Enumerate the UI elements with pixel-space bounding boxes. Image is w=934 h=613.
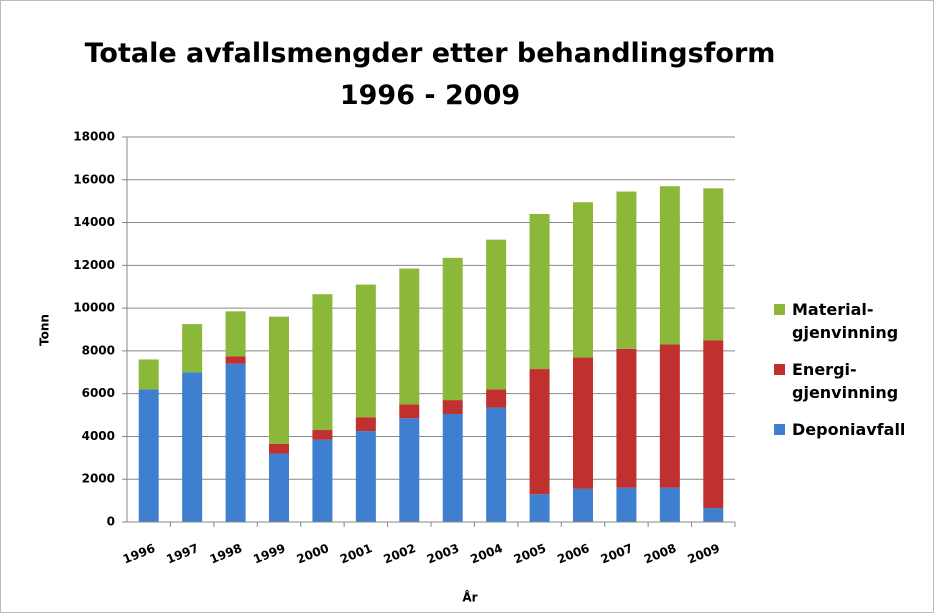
legend: Material- gjenvinning Energi- gjenvinning… — [770, 298, 905, 455]
bar-segment — [703, 508, 724, 522]
y-axis-label: Tonn — [38, 314, 52, 346]
bar-segment — [312, 294, 333, 431]
y-tick-label: 14000 — [73, 215, 115, 229]
y-tick-label: 4000 — [82, 429, 115, 443]
bar-segment — [442, 257, 463, 401]
x-tick-label: 2004 — [468, 541, 504, 566]
bar-segment — [225, 311, 246, 357]
bar-segment — [399, 418, 420, 522]
bar-segment — [486, 407, 507, 522]
bar-segment — [138, 359, 159, 390]
bar-segment — [529, 214, 550, 370]
bar-segment — [355, 431, 376, 522]
y-tick-label: 12000 — [73, 258, 115, 272]
bar-segment — [659, 344, 680, 488]
bar-segment — [659, 487, 680, 522]
legend-item: Deponiavfall — [770, 418, 905, 441]
x-tick-label: 2007 — [599, 541, 635, 566]
bar-segment — [442, 400, 463, 414]
x-tick-label: 1996 — [121, 541, 157, 566]
bar-segment — [182, 372, 203, 522]
bar-segment — [616, 191, 637, 349]
bar-segment — [225, 356, 246, 364]
bar-segment — [355, 284, 376, 418]
bar-segment — [529, 494, 550, 522]
x-tick-label: 2009 — [686, 541, 722, 566]
y-tick-label: 6000 — [82, 386, 115, 400]
bar-segment — [312, 430, 333, 440]
bar-segment — [442, 413, 463, 522]
x-tick-label: 2000 — [295, 541, 331, 566]
x-tick-label: 2002 — [382, 541, 418, 566]
x-tick-label: 1997 — [164, 541, 200, 566]
bar-segment — [659, 186, 680, 345]
x-tick-label: 2008 — [642, 541, 678, 566]
bar-segment — [616, 348, 637, 488]
bar-segment — [269, 316, 289, 444]
y-tick-label: 2000 — [82, 472, 115, 486]
legend-swatch — [774, 304, 785, 315]
bar-segment — [573, 488, 593, 522]
legend-swatch — [774, 424, 785, 435]
legend-item: Material- gjenvinning — [770, 298, 905, 344]
chart-title: Totale avfallsmengder etter behandlingsf… — [84, 38, 776, 69]
bar-segment — [138, 389, 159, 522]
x-tick-label: 2006 — [555, 541, 591, 566]
bar-segment — [573, 357, 593, 489]
x-tick-label: 2005 — [512, 541, 548, 566]
bar-segment — [399, 268, 420, 405]
x-tick-label: 1999 — [251, 541, 287, 566]
y-tick-label: 10000 — [73, 301, 115, 315]
bar-segment — [182, 324, 203, 373]
y-tick-label: 16000 — [73, 172, 115, 186]
chart-subtitle: 1996 - 2009 — [339, 80, 521, 111]
bar-segment — [703, 340, 724, 509]
y-tick-label: 8000 — [82, 343, 115, 357]
x-tick-label: 2001 — [338, 541, 374, 566]
bar-segment — [355, 417, 376, 432]
y-tick-label: 18000 — [73, 130, 115, 144]
x-tick-label: 1998 — [208, 541, 244, 566]
bar-segment — [486, 239, 507, 390]
y-tick-label: 0 — [107, 515, 115, 529]
x-axis-label: År — [462, 590, 477, 605]
legend-swatch — [774, 364, 785, 375]
bar-segment — [269, 443, 289, 454]
bar-segment — [616, 487, 637, 522]
legend-label: Deponiavfall — [792, 420, 906, 439]
legend-item: Energi- gjenvinning — [770, 358, 905, 404]
bar-segment — [573, 202, 593, 358]
bar-segment — [703, 188, 724, 341]
bar-segment — [529, 369, 550, 495]
bar-segment — [486, 389, 507, 408]
bar-segment — [269, 453, 289, 522]
legend-label: Material- gjenvinning — [792, 300, 899, 342]
bar-segment — [312, 439, 333, 522]
bar-segment — [225, 363, 246, 522]
x-tick-label: 2003 — [425, 541, 461, 566]
bar-segment — [399, 404, 420, 419]
legend-label: Energi- gjenvinning — [792, 360, 899, 402]
